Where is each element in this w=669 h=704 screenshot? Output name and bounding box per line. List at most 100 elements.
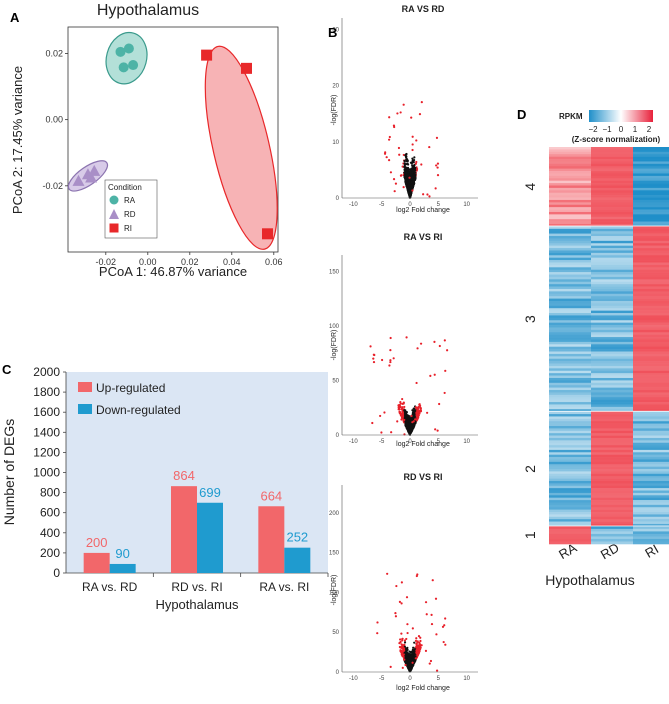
heatmap-cell	[633, 238, 669, 242]
ellipse-ra	[105, 31, 148, 85]
heatmap-cell	[633, 471, 669, 475]
heatmap-cell	[633, 233, 669, 237]
volcano-point	[415, 642, 418, 645]
heatmap-cell	[633, 390, 669, 393]
colorbar-tick: 0	[619, 125, 624, 134]
heatmap-cell	[591, 356, 633, 360]
volcano-point	[397, 146, 401, 150]
point-ra	[128, 60, 139, 71]
volcano-point	[408, 659, 411, 662]
heatmap-cell	[633, 245, 669, 249]
heatmap-cell	[591, 387, 633, 391]
heatmap-cell	[633, 156, 669, 160]
y-tick-label: 200	[40, 546, 60, 560]
heatmap-cell	[633, 538, 669, 542]
heatmap-cell	[591, 156, 633, 160]
heatmap-cell	[633, 397, 669, 400]
heatmap-cell	[591, 473, 633, 477]
heatmap-cell	[591, 248, 633, 251]
volcano-point	[404, 660, 407, 663]
heatmap-cell	[633, 409, 669, 412]
volcano-point	[407, 192, 411, 195]
heatmap-cell	[591, 207, 633, 210]
volcano-point	[403, 413, 407, 416]
heatmap-cell	[591, 286, 633, 290]
heatmap-cell	[549, 300, 591, 304]
volcano-y-tick: 0	[336, 670, 340, 676]
point-rd	[88, 164, 101, 176]
volcano-point	[409, 190, 413, 193]
heatmap-cell	[549, 161, 591, 165]
heatmap-cell	[633, 310, 669, 314]
heatmap-cell	[633, 445, 669, 448]
heatmap-cell	[549, 500, 591, 503]
heatmap-cell	[549, 528, 591, 532]
volcano-point	[405, 156, 408, 159]
heatmap-cell	[633, 337, 669, 340]
heatmap-cell	[591, 353, 633, 357]
heatmap-cell	[549, 308, 591, 311]
volcano-point	[426, 193, 429, 196]
volcano-point	[406, 425, 410, 428]
panel-c: C 0 200 400 600 800 1000 1200 1400 1600 1800 2000 …	[0, 358, 332, 618]
heatmap-cell	[549, 533, 591, 537]
heatmap-cell	[591, 284, 633, 287]
heatmap-cell	[549, 442, 591, 446]
volcano-point	[408, 179, 411, 183]
heatmap-cell	[591, 202, 633, 206]
volcano-point	[389, 349, 392, 352]
volcano-point	[383, 411, 386, 414]
heatmap-cell	[591, 291, 633, 295]
volcano-point	[406, 652, 409, 655]
heatmap-cell	[549, 156, 591, 160]
volcano-x-tick: 10	[463, 202, 470, 208]
heatmap-cell	[591, 430, 633, 434]
y-tick-label: 1200	[33, 445, 60, 459]
heatmap-cell	[633, 298, 669, 302]
y-ticks: 0 200 400 600 800 1000 1200 1400 1600 1800 2000	[33, 365, 66, 580]
bar-value-label: 664	[260, 488, 282, 503]
heatmap-cell	[549, 382, 591, 386]
heatmap-cell	[633, 387, 669, 391]
volcano-point	[435, 136, 439, 139]
legend: Up-regulated Down-regulated	[78, 381, 181, 417]
volcano-point	[392, 357, 395, 360]
y-tick-label: 1400	[33, 425, 60, 439]
heatmap-cell	[591, 457, 633, 460]
heatmap-cell	[549, 211, 591, 215]
heatmap-cell	[549, 317, 591, 321]
heatmap-cell	[633, 272, 669, 275]
heatmap-cell	[591, 512, 633, 515]
heatmap-cell	[633, 291, 669, 295]
heatmap-cell	[633, 531, 669, 535]
heatmap-cell	[591, 409, 633, 412]
volcano-point	[394, 615, 398, 618]
heatmap-cell	[549, 363, 591, 367]
volcano-point	[433, 340, 436, 343]
heatmap-cell	[633, 327, 669, 331]
heatmap-cell	[549, 279, 591, 283]
volcano-point	[409, 161, 413, 164]
heatmap-cell	[591, 380, 633, 384]
heatmap-cell	[591, 536, 633, 540]
heatmap-cell	[549, 252, 591, 256]
panel-label-b: B	[328, 25, 338, 40]
heatmap-cell	[549, 166, 591, 169]
pcoa-xlabel: PCoA 1: 46.87% variance	[99, 264, 247, 279]
heatmap-cell	[549, 541, 591, 545]
heatmap-cell	[549, 440, 591, 444]
heatmap-cell	[633, 199, 669, 203]
heatmap-cell	[591, 209, 633, 213]
volcano-point	[390, 431, 393, 434]
heatmap-cell	[549, 531, 591, 535]
volcano-point	[389, 360, 392, 364]
heatmap-cell	[591, 461, 633, 465]
heatmap-cell	[633, 414, 669, 417]
volcano-point	[420, 163, 423, 166]
volcano-x-tick: -10	[349, 202, 358, 208]
heatmap-cell	[549, 447, 591, 451]
volcano-point	[401, 406, 404, 409]
volcano-point	[403, 418, 406, 422]
heatmap-cell	[633, 219, 669, 222]
volcano-point	[405, 176, 408, 179]
